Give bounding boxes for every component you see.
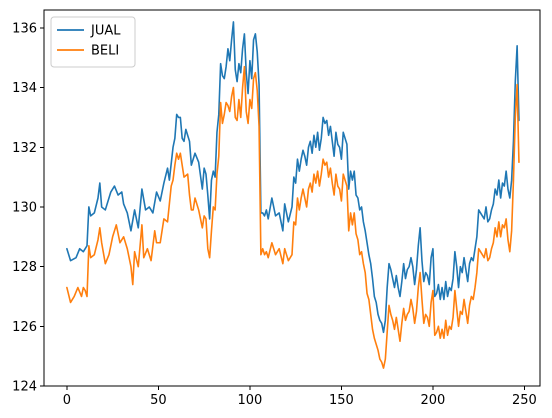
x-tick-label: 50: [150, 393, 167, 408]
legend-label-jual: JUAL: [90, 24, 121, 39]
y-tick-label: 134: [12, 81, 37, 96]
x-tick-label: 150: [329, 393, 354, 408]
y-tick-label: 136: [12, 21, 37, 36]
legend-label-beli: BELI: [91, 44, 119, 59]
series-layer: [66, 21, 520, 369]
y-tick-label: 124: [12, 380, 37, 395]
y-tick-label: 126: [12, 320, 37, 335]
y-tick-label: 130: [12, 200, 37, 215]
y-tick-label: 132: [12, 141, 37, 156]
legend: JUAL BELI: [50, 16, 136, 68]
series-line-jual: [66, 21, 520, 334]
x-tick-label: 0: [63, 393, 71, 408]
y-tick-label: 128: [12, 260, 37, 275]
series-line-beli: [66, 65, 520, 369]
x-tick-label: 250: [512, 393, 537, 408]
x-tick-label: 200: [421, 393, 446, 408]
x-tick-label: 100: [237, 393, 262, 408]
axes-layer: 0 50 100 150 200 250 124 126 128 130 132 134 136: [12, 9, 541, 408]
plot-frame: [43, 9, 541, 387]
